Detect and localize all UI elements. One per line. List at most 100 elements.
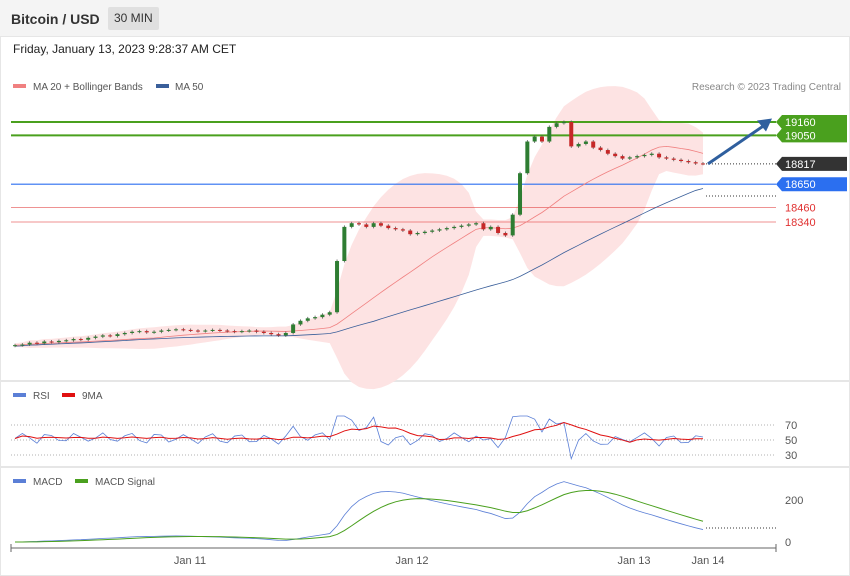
candle-body xyxy=(78,339,83,341)
candle-body xyxy=(459,225,464,227)
candle-body xyxy=(627,157,632,159)
rsi-line xyxy=(14,415,704,461)
candle-body xyxy=(166,329,171,331)
candle-body xyxy=(547,126,552,142)
candle-body xyxy=(144,331,149,333)
x-tick-label: Jan 12 xyxy=(395,555,428,567)
ma50-legend-label: MA 50 xyxy=(175,82,204,93)
candle-body xyxy=(657,153,662,158)
candle-body xyxy=(554,123,559,127)
rsi-panel: 70 50 30 xyxy=(11,415,797,462)
candle-body xyxy=(203,330,208,332)
interval-button[interactable]: 30 MIN xyxy=(108,7,159,30)
candle-body xyxy=(115,334,120,337)
rsi-legend-swatch xyxy=(13,393,26,397)
ma50-line xyxy=(14,188,704,347)
candle-body xyxy=(71,339,76,341)
candle-body xyxy=(686,161,691,163)
candle-body xyxy=(693,162,698,164)
macd-line xyxy=(14,481,704,543)
candle-body xyxy=(42,341,47,344)
candle-body xyxy=(276,334,281,336)
candle-body xyxy=(510,214,515,236)
candle-body xyxy=(269,332,274,335)
macd-level-label: 200 xyxy=(785,495,803,507)
rsi-legend: RSI 9MA xyxy=(13,391,103,402)
candle-body xyxy=(539,136,544,142)
candle-body xyxy=(342,226,347,262)
macd-legend: MACD MACD Signal xyxy=(13,477,155,488)
ma20-legend-swatch xyxy=(13,84,26,88)
candle-body xyxy=(247,330,252,332)
candle-body xyxy=(518,173,523,215)
candle-body xyxy=(64,340,69,342)
candle-body xyxy=(466,224,471,226)
candle-body xyxy=(671,158,676,160)
candle-body xyxy=(371,223,376,227)
candle-body xyxy=(400,229,405,231)
candle-body xyxy=(210,329,215,331)
candle-body xyxy=(195,330,200,332)
candle-body xyxy=(635,156,640,158)
support-2-value: 18340 xyxy=(785,217,816,229)
timestamp: Friday, January 13, 2023 9:28:37 AM CET xyxy=(13,42,237,56)
moving-averages xyxy=(14,145,704,347)
candle-body xyxy=(452,226,457,229)
x-tick-label: Jan 14 xyxy=(691,555,724,567)
pivot-tag xyxy=(776,177,847,192)
candle-body xyxy=(415,232,420,235)
candle-body xyxy=(34,342,39,344)
rsi-level-label: 70 xyxy=(785,420,797,432)
trend-arrow-head xyxy=(757,118,772,132)
candle-body xyxy=(525,141,530,174)
candle-body xyxy=(27,342,32,345)
rsi-ma-legend-swatch xyxy=(62,393,75,397)
rsi-level-label: 50 xyxy=(785,435,797,447)
candle-body xyxy=(474,223,479,225)
rsi-legend-label: RSI xyxy=(33,391,50,402)
macd-legend-swatch xyxy=(13,479,26,483)
credit-text: Research © 2023 Trading Central xyxy=(692,82,841,93)
candle-body xyxy=(583,141,588,144)
candle-body xyxy=(13,345,17,347)
support-1-value: 18460 xyxy=(785,202,816,214)
candle-body xyxy=(305,318,310,321)
candle-body xyxy=(130,331,135,333)
x-tick-label: Jan 13 xyxy=(617,555,650,567)
candle-body xyxy=(298,320,303,325)
candle-body xyxy=(561,122,566,124)
resistance-1-tag xyxy=(776,115,847,129)
rsi-level-label: 30 xyxy=(785,450,797,462)
candle-body xyxy=(181,329,186,331)
candle-body xyxy=(108,335,113,337)
candle-body xyxy=(679,159,684,162)
ma50-legend-swatch xyxy=(156,84,169,88)
trend-arrow-shaft xyxy=(707,124,765,166)
candle-body xyxy=(188,329,193,331)
candle-body xyxy=(569,122,574,147)
candle-body xyxy=(357,223,361,225)
candle-body xyxy=(576,143,581,147)
candle-body xyxy=(437,229,442,231)
resistance-2-tag xyxy=(776,128,847,143)
candle-body xyxy=(605,150,610,154)
candle-body xyxy=(598,147,603,151)
candle-body xyxy=(93,336,98,338)
bollinger-band-area xyxy=(15,86,703,390)
candle-body xyxy=(378,223,383,226)
candle-body xyxy=(620,156,625,159)
candle-body xyxy=(217,329,222,331)
candle-body xyxy=(137,331,142,333)
bollinger-bands xyxy=(15,86,703,390)
candle-body xyxy=(254,330,259,332)
candle-body xyxy=(327,312,332,315)
candle-body xyxy=(364,224,369,227)
last-price-value: 18817 xyxy=(785,159,816,171)
candle-body xyxy=(49,341,54,343)
rsi-ma-legend-label: 9MA xyxy=(82,391,103,402)
resistance-1-value: 19160 xyxy=(785,117,816,129)
candle-body xyxy=(159,330,164,332)
